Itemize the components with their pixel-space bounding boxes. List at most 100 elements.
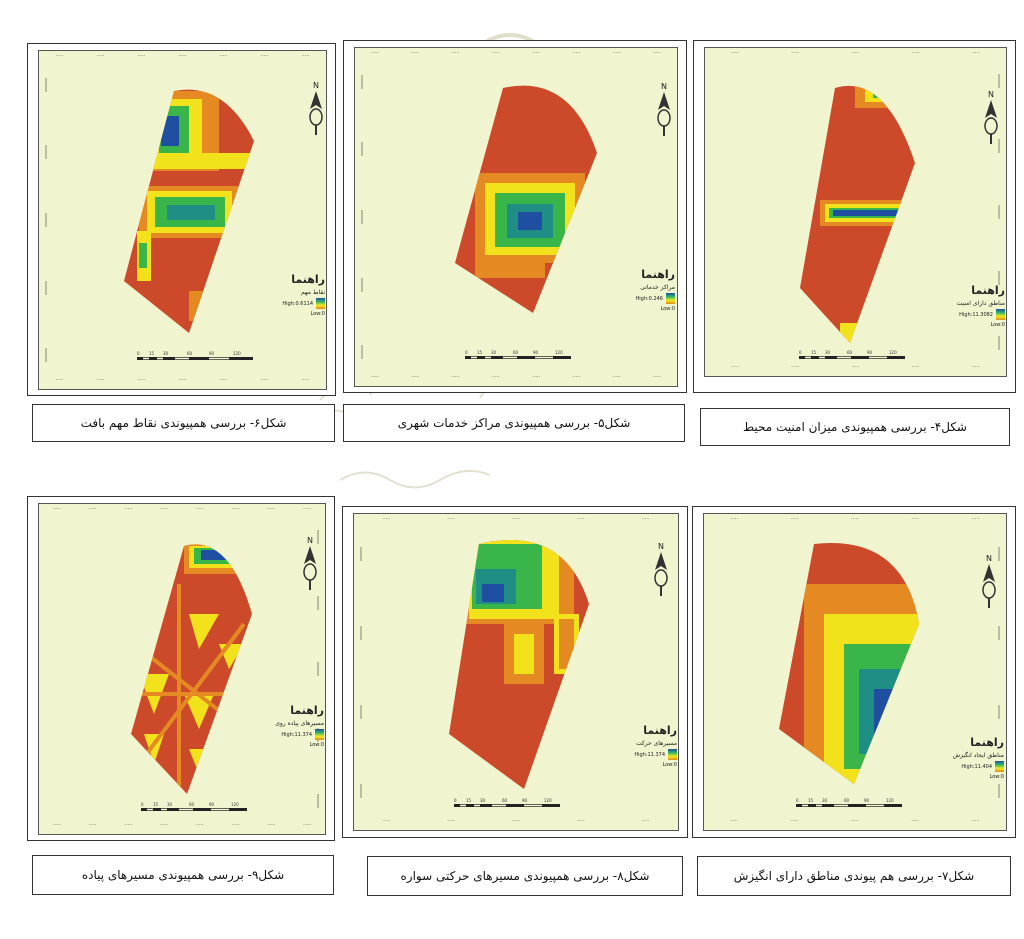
heatmap-raster (124, 89, 254, 334)
svg-text:30: 30 (491, 350, 497, 355)
legend-title: راهنما (641, 268, 675, 281)
right-ticks (994, 514, 1004, 830)
svg-text:N: N (307, 536, 313, 545)
legend-subtitle: مسیرهای پیاده روی (275, 720, 324, 727)
svg-text:30: 30 (822, 798, 828, 803)
heatmap-raster (779, 543, 919, 784)
top-coordinate-ticks: ····· ····· ····· ····· ····· ····· ····· ····· (371, 50, 661, 56)
bottom-coordinate-ticks: ····· ····· ····· ····· ····· (731, 364, 980, 370)
scale-bar: 0 15 30 60 90 120 (465, 350, 571, 359)
legend-high: High:0.6114 (282, 300, 313, 307)
svg-text:60: 60 (844, 798, 850, 803)
svg-text:30: 30 (167, 802, 173, 807)
figure-caption-fig8: شکل۸- بررسی همپیوندی مسیرهای حرکتی سواره (367, 856, 683, 896)
scale-bar: 0 15 30 60 90 120 (454, 798, 560, 807)
legend-title: راهنما (970, 736, 1004, 749)
heatmap-raster (455, 85, 597, 314)
scale-bar: 0 15 30 60 90 120 (137, 351, 253, 360)
svg-text:15: 15 (466, 798, 472, 803)
svg-text:0: 0 (137, 351, 140, 356)
bottom-coordinate-ticks: ····· ····· ····· ····· ····· ····· ····· ····· (52, 822, 312, 828)
svg-text:90: 90 (522, 798, 528, 803)
legend-high: High:11.404 (961, 763, 992, 770)
legend-subtitle: نقاط مهم (301, 289, 325, 296)
map-panel-fig7: ····· ····· ····· ····· ····· راهنما مناطق ا… (692, 506, 1016, 838)
map-legend: راهنما مناطق دارای امنیت High:11.3082 Lo… (910, 284, 1005, 328)
legend-gradient-swatch (666, 293, 675, 304)
legend-low-row: Low:0 (255, 311, 325, 317)
top-coordinate-ticks: ····· ····· ····· ····· ····· ····· ····· ····· (52, 506, 312, 512)
map-panel-fig8: ····· ····· ····· ····· ····· ر (342, 506, 688, 838)
legend-subtitle: مراکز خدماتی (640, 284, 675, 291)
svg-text:N: N (658, 542, 664, 551)
svg-text:N: N (988, 90, 994, 99)
svg-text:90: 90 (867, 350, 873, 355)
svg-text:N: N (313, 81, 319, 90)
legend-gradient-swatch (315, 729, 324, 740)
legend-high-row: High:11.374 (599, 749, 677, 760)
map-legend: راهنما نقاط مهم High:0.6114 Low:0 (255, 273, 325, 317)
map-frame: ····· ····· ····· ····· ····· ····· ····· ····· (38, 503, 326, 835)
svg-text:90: 90 (209, 802, 215, 807)
legend-high-row: High:11.404 (908, 761, 1004, 772)
legend-subtitle: مسیرهای حرکت (635, 740, 677, 747)
legend-high: High:11.374 (281, 731, 312, 738)
svg-text:0: 0 (796, 798, 799, 803)
map-frame: ····· ····· ····· ····· ····· ر (353, 513, 679, 831)
svg-text:30: 30 (825, 350, 831, 355)
svg-text:15: 15 (477, 350, 483, 355)
legend-low: Low:0 (662, 762, 677, 768)
top-coordinate-ticks: ····· ····· ····· ····· ····· (731, 50, 980, 56)
svg-text:0: 0 (454, 798, 457, 803)
left-ticks (357, 48, 367, 386)
figure-caption-fig7: شکل۷- بررسی هم پیوندی مناطق دارای انگیزش (697, 856, 1011, 896)
svg-text:15: 15 (808, 798, 814, 803)
legend-low-row: Low:0 (908, 774, 1004, 780)
svg-text:90: 90 (533, 350, 539, 355)
bottom-coordinate-ticks: ····· ····· ····· ····· ····· ····· ····· ····· (371, 374, 661, 380)
heatmap-raster (800, 85, 915, 343)
heatmap-raster (131, 544, 252, 794)
north-arrow-icon: N (309, 81, 323, 135)
svg-text:60: 60 (187, 351, 193, 356)
legend-low-row: Low:0 (239, 742, 324, 748)
bottom-coordinate-ticks: ····· ····· ····· ····· ····· (730, 818, 980, 824)
svg-text:0: 0 (799, 350, 802, 355)
legend-gradient-swatch (996, 309, 1005, 320)
top-coordinate-ticks: ····· ····· ····· ····· ····· (730, 516, 980, 522)
bottom-coordinate-ticks: ····· ····· ····· ····· ····· ····· ····· (55, 377, 310, 383)
legend-low: Low:0 (310, 311, 325, 317)
legend-low-row: Low:0 (599, 762, 677, 768)
scale-bar: 0 15 30 60 90 120 (141, 802, 247, 811)
north-arrow-icon: N (984, 90, 998, 144)
svg-text:0: 0 (465, 350, 468, 355)
svg-text:90: 90 (209, 351, 215, 356)
north-arrow-icon: N (303, 536, 317, 590)
legend-gradient-swatch (668, 749, 677, 760)
legend-high-row: High:11.374 (239, 729, 324, 740)
figure-caption-fig4: شکل۴- بررسی همپیوندی میزان امنیت محیط (700, 408, 1010, 446)
map-frame: ····· ····· ····· ····· ····· ····· ····· (38, 50, 327, 390)
legend-low: Low:0 (990, 322, 1005, 328)
figure-caption-fig5: شکل۵- بررسی همپیوندی مراکز خدمات شهری (343, 404, 685, 442)
legend-title: راهنما (643, 724, 677, 737)
top-coordinate-ticks: ····· ····· ····· ····· ····· ····· ····· (55, 53, 310, 59)
svg-text:15: 15 (811, 350, 817, 355)
left-ticks (41, 51, 51, 389)
legend-subtitle: مناطق دارای امنیت (956, 300, 1005, 307)
svg-text:120: 120 (555, 350, 563, 355)
north-arrow-icon: N (982, 554, 996, 608)
svg-text:30: 30 (480, 798, 486, 803)
map-frame: ····· ····· ····· ····· ····· ر (704, 47, 1007, 377)
legend-low: Low:0 (309, 742, 324, 748)
legend-high: High:0.246 (635, 295, 664, 302)
legend-title: راهنما (971, 284, 1005, 297)
legend-title: راهنما (290, 704, 324, 717)
map-frame: ····· ····· ····· ····· ····· ····· ····· ·····… (354, 47, 678, 387)
map-panel-fig5: ····· ····· ····· ····· ····· ····· ····· ·····… (343, 40, 687, 393)
legend-low: Low:0 (660, 306, 675, 312)
map-legend: راهنما مراکز خدماتی High:0.246 Low:0 (595, 268, 675, 312)
figure-caption-fig6: شکل۶- بررسی همپیوندی نقاط مهم بافت (32, 404, 335, 442)
north-arrow-icon: N (657, 82, 671, 136)
legend-low-row: Low:0 (910, 322, 1005, 328)
